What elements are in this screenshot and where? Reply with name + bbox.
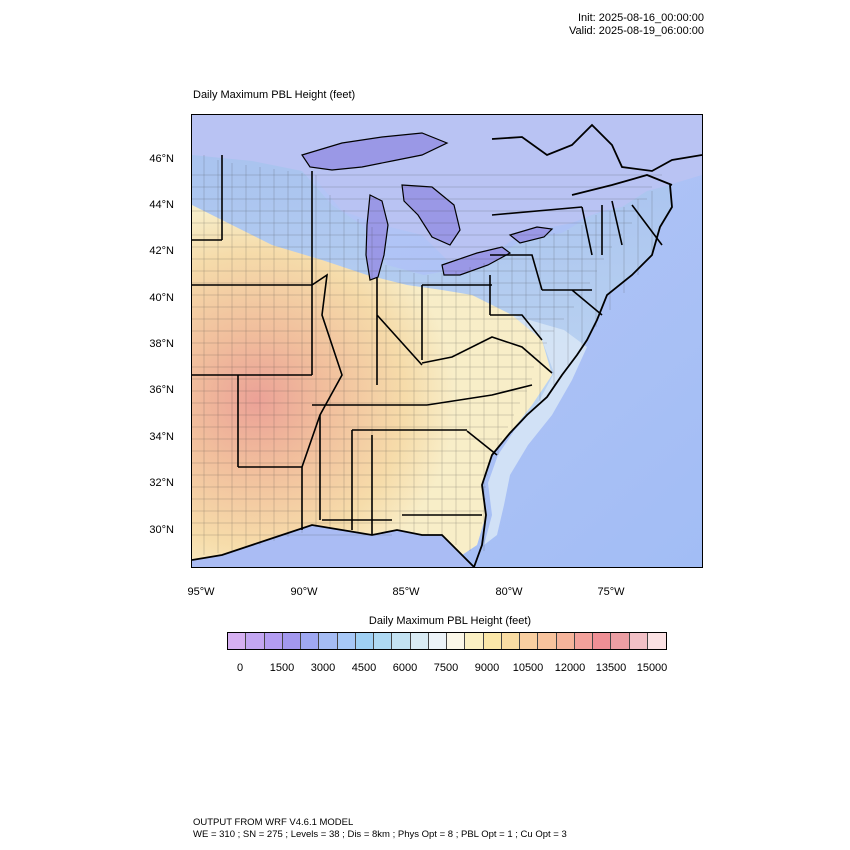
- colorbar-swatch: [647, 633, 666, 649]
- colorbar-tick: 4500: [351, 662, 377, 674]
- model-info-line-1: OUTPUT FROM WRF V4.6.1 MODEL: [193, 817, 354, 828]
- init-time: Init: 2025-08-16_00:00:00: [578, 12, 704, 24]
- lat-label-46: 46°N: [149, 153, 174, 165]
- colorbar-swatch: [428, 633, 447, 649]
- colorbar-swatch: [246, 633, 265, 649]
- colorbar-swatch: [520, 633, 539, 649]
- lat-label-40: 40°N: [149, 292, 174, 304]
- lat-label-30: 30°N: [149, 524, 174, 536]
- colorbar-tick: 12000: [554, 662, 586, 674]
- colorbar-tick: 7500: [433, 662, 459, 674]
- colorbar-tick: 15000: [636, 662, 668, 674]
- colorbar-swatch: [611, 633, 630, 649]
- lat-label-36: 36°N: [149, 384, 174, 396]
- colorbar-swatch: [392, 633, 411, 649]
- map-panel: [191, 114, 703, 568]
- lon-label-95w: 95°W: [187, 586, 215, 598]
- lake-superior: [301, 132, 449, 171]
- gulf-of-mexico: [192, 525, 474, 567]
- colorbar-swatch: [264, 633, 283, 649]
- colorbar-swatch: [483, 633, 502, 649]
- colorbar-swatch: [447, 633, 466, 649]
- model-info-line-2: WE = 310 ; SN = 275 ; Levels = 38 ; Dis …: [193, 829, 567, 840]
- lon-label-90w: 90°W: [290, 586, 318, 598]
- colorbar-tick: 13500: [595, 662, 627, 674]
- map-title: Daily Maximum PBL Height (feet): [193, 89, 356, 101]
- county-mesh: [192, 155, 662, 555]
- lon-label-85w: 85°W: [392, 586, 420, 598]
- lat-label-44: 44°N: [149, 199, 174, 211]
- state-borders: [192, 155, 663, 535]
- coastlines: [192, 123, 702, 567]
- colorbar-tick: 10500: [512, 662, 544, 674]
- colorbar-tick: 0: [236, 662, 244, 674]
- colorbar-swatch: [556, 633, 575, 649]
- colorbar-title: Daily Maximum PBL Height (feet): [368, 615, 532, 627]
- coastal-cool-strip: [484, 315, 587, 545]
- colorbar-swatch: [538, 633, 557, 649]
- lat-label-34: 34°N: [149, 431, 174, 443]
- colorbar-swatch: [355, 633, 374, 649]
- colorbar: [227, 632, 667, 650]
- pbl-height-map: [192, 115, 702, 567]
- run-info: Init: 2025-08-16_00:00:00 Valid: 2025-08…: [500, 12, 704, 38]
- colorbar-tick: 3000: [310, 662, 336, 674]
- colorbar-swatch: [319, 633, 338, 649]
- colorbar-swatch: [337, 633, 356, 649]
- colorbar-swatch: [593, 633, 612, 649]
- colorbar-swatch: [465, 633, 484, 649]
- lat-label-42: 42°N: [149, 245, 174, 257]
- colorbar-swatch: [410, 633, 429, 649]
- valid-time: Valid: 2025-08-19_06:00:00: [569, 25, 704, 37]
- colorbar-swatch: [228, 633, 247, 649]
- colorbar-tick: 6000: [392, 662, 418, 674]
- colorbar-swatch: [629, 633, 648, 649]
- colorbar-swatch: [282, 633, 301, 649]
- colorbar-tick: 9000: [474, 662, 500, 674]
- lake-huron: [401, 184, 461, 246]
- colorbar-swatch: [574, 633, 593, 649]
- colorbar-swatch: [501, 633, 520, 649]
- lon-label-75w: 75°W: [597, 586, 625, 598]
- lon-label-80w: 80°W: [495, 586, 523, 598]
- colorbar-swatch: [301, 633, 320, 649]
- model-info: OUTPUT FROM WRF V4.6.1 MODEL WE = 310 ; …: [193, 817, 567, 841]
- colorbar-tick: 1500: [269, 662, 295, 674]
- colorbar-swatch: [374, 633, 393, 649]
- lat-label-38: 38°N: [149, 338, 174, 350]
- lat-label-32: 32°N: [149, 477, 174, 489]
